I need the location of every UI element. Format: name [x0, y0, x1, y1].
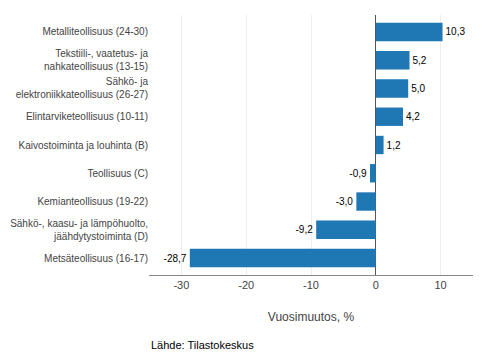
svg-text:10: 10: [434, 279, 446, 291]
svg-text:Sähkö-, kaasu- ja lämpöhuolto,: Sähkö-, kaasu- ja lämpöhuolto,jäähdytyst…: [10, 218, 148, 242]
svg-text:Elintarviketeollisuus (10-11): Elintarviketeollisuus (10-11): [26, 111, 148, 122]
svg-text:Sähkö- jaelektroniikkateollisu: Sähkö- jaelektroniikkateollisuus (26-27): [16, 76, 149, 100]
svg-text:Metalliteollisuus (24-30): Metalliteollisuus (24-30): [42, 26, 148, 37]
svg-text:-3,0: -3,0: [336, 196, 354, 207]
svg-text:-10: -10: [303, 279, 319, 291]
svg-text:Tekstiili-, vaatetus- janahkat: Tekstiili-, vaatetus- janahkateollisuus …: [44, 48, 148, 72]
svg-text:Kemianteollisuus (19-22): Kemianteollisuus (19-22): [37, 196, 148, 207]
svg-text:-9,2: -9,2: [296, 224, 314, 235]
svg-text:Kaivostoiminta ja louhinta (B): Kaivostoiminta ja louhinta (B): [18, 140, 148, 151]
svg-text:Teollisuus (C): Teollisuus (C): [87, 168, 148, 179]
svg-text:0: 0: [373, 279, 379, 291]
svg-text:1,2: 1,2: [387, 140, 401, 151]
svg-text:-28,7: -28,7: [164, 253, 187, 264]
svg-text:Vuosimuutos, %: Vuosimuutos, %: [268, 310, 355, 324]
svg-text:5,0: 5,0: [411, 83, 425, 94]
svg-text:-0,9: -0,9: [349, 168, 367, 179]
svg-text:-20: -20: [238, 279, 254, 291]
svg-text:4,2: 4,2: [406, 111, 420, 122]
svg-text:Lähde: Tilastokeskus: Lähde: Tilastokeskus: [151, 339, 254, 351]
svg-text:-30: -30: [173, 279, 189, 291]
svg-text:5,2: 5,2: [413, 55, 427, 66]
svg-text:Metsäteollisuus (16-17): Metsäteollisuus (16-17): [44, 253, 148, 264]
svg-text:10,3: 10,3: [446, 26, 466, 37]
